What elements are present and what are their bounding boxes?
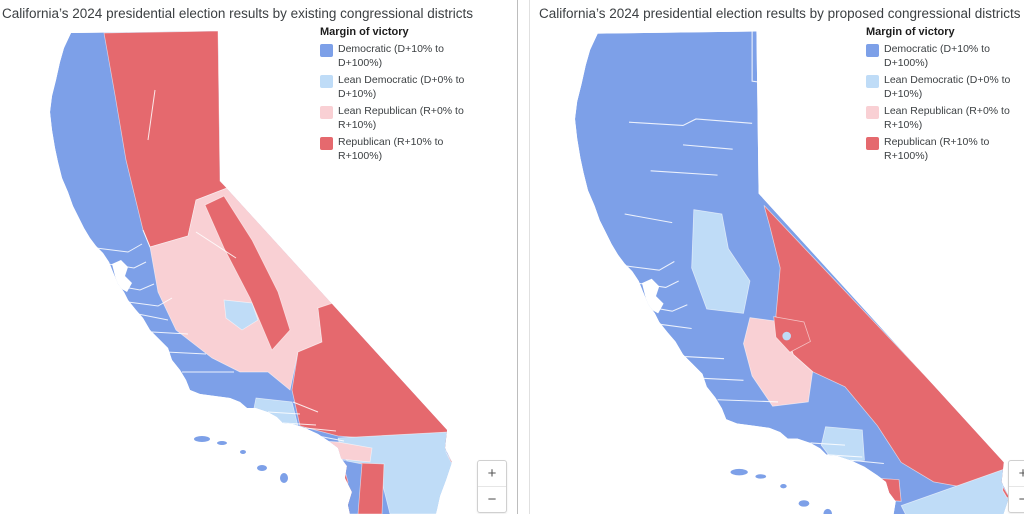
legend-label: Lean Democratic (D+0% to D+10%)	[884, 74, 1011, 100]
legend-item-lean-republican: Lean Republican (R+0% to R+10%)	[320, 105, 488, 132]
district-region-ventura-lean-democratic	[251, 397, 299, 433]
district-region-la-pocket-lean-democratic	[842, 468, 862, 487]
legend-existing: Margin of victory Democratic (D+10% to D…	[320, 26, 488, 167]
california-map-existing-districts[interactable]	[0, 0, 517, 514]
zoom-controls: + −	[477, 460, 507, 513]
legend-label: Republican (R+10% to R+100%)	[884, 136, 990, 162]
zoom-in-button[interactable]: +	[487, 465, 497, 482]
republican-swatch	[866, 137, 879, 150]
legend-item-democratic: Democratic (D+10% to D+100%)	[866, 43, 1024, 70]
zoom-out-button[interactable]: −	[1009, 486, 1024, 512]
district-region-sacramento-valley-lean-democratic	[691, 209, 751, 314]
legend-item-democratic: Democratic (D+10% to D+100%)	[320, 43, 488, 70]
district-region-valley-pocket-republican	[773, 316, 811, 353]
district-region-foothills-republican	[204, 195, 291, 351]
republican-swatch	[320, 137, 333, 150]
district-region-valley-dot-lean-democratic	[782, 331, 791, 341]
map-panel-proposed: California’s 2024 presidential election …	[529, 0, 1024, 514]
lean-republican-swatch	[866, 106, 879, 119]
lean-democratic-swatch	[866, 75, 879, 88]
legend-label: Democratic (D+10% to D+100%)	[884, 43, 990, 69]
legend-item-republican: Republican (R+10% to R+100%)	[866, 136, 1024, 163]
lean-republican-swatch	[320, 106, 333, 119]
san-francisco-bay	[112, 260, 132, 292]
zoom-in-button[interactable]: +	[1009, 461, 1024, 486]
legend-title: Margin of victory	[866, 26, 955, 38]
district-boundary-lines	[624, 31, 884, 465]
democratic-swatch	[866, 44, 879, 57]
channel-islands	[730, 468, 833, 514]
legend-label: Lean Republican (R+0% to R+10%)	[884, 105, 1010, 131]
district-region-riverside-republican	[866, 477, 902, 502]
zoom-out-button[interactable]: −	[478, 486, 506, 512]
channel-islands	[194, 436, 288, 483]
legend-label: Republican (R+10% to R+100%)	[338, 136, 444, 162]
legend-item-lean-republican: Lean Republican (R+0% to R+10%)	[866, 105, 1024, 132]
democratic-swatch	[320, 44, 333, 57]
map-panel-existing: California’s 2024 presidential election …	[0, 0, 518, 514]
legend-label: Lean Democratic (D+0% to D+10%)	[338, 74, 465, 100]
lean-democratic-swatch	[320, 75, 333, 88]
district-region-east-mojave-republican	[763, 205, 1010, 509]
legend-item-lean-democratic: Lean Democratic (D+0% to D+10%)	[320, 74, 488, 101]
zoom-controls: + −	[1008, 460, 1024, 513]
legend-label: Democratic (D+10% to D+100%)	[338, 43, 444, 69]
map-title-proposed: California’s 2024 presidential election …	[539, 6, 1021, 21]
california-map-proposed-districts[interactable]	[530, 0, 1024, 514]
district-boundary-lines	[95, 89, 345, 442]
san-francisco-bay	[641, 278, 664, 314]
district-region-fresno-lean-democratic	[223, 299, 259, 331]
legend-proposed: Margin of victory Democratic (D+10% to D…	[866, 26, 1024, 167]
legend-title: Margin of victory	[320, 26, 409, 38]
legend-label: Lean Republican (R+0% to R+10%)	[338, 105, 464, 131]
map-title-existing: California’s 2024 presidential election …	[2, 6, 473, 21]
legend-item-republican: Republican (R+10% to R+100%)	[320, 136, 488, 163]
legend-item-lean-democratic: Lean Democratic (D+0% to D+10%)	[866, 74, 1024, 101]
